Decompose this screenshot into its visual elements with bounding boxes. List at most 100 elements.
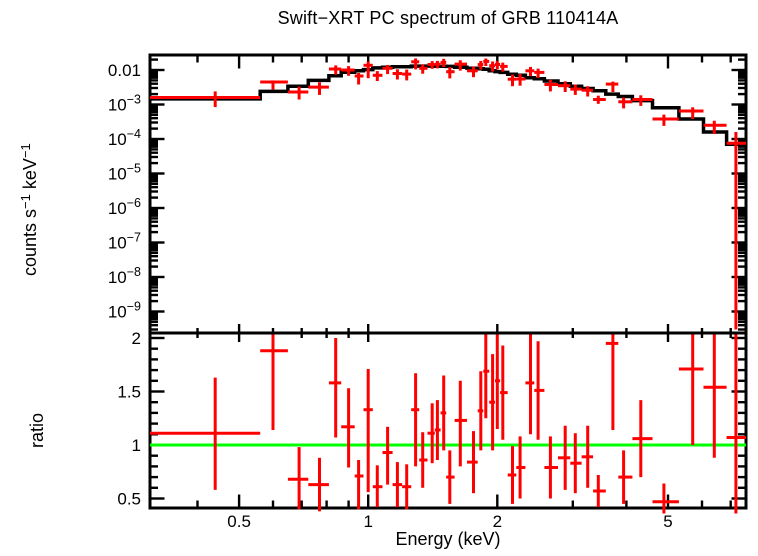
ratio-data-point [363, 369, 373, 493]
x-tick-label: 2 [493, 512, 502, 531]
spectrum-data-point [372, 71, 383, 81]
ratio-data-point [632, 400, 653, 478]
spectrum-data-point [467, 66, 478, 78]
spectrum-data-point [525, 66, 535, 77]
ratio-data-point [703, 334, 727, 458]
ratio-data-point [434, 400, 441, 460]
spectrum-data-point [605, 81, 619, 92]
ratio-data-point [446, 450, 455, 504]
y-tick-label-counts: 10−4 [108, 127, 141, 149]
ratio-data-point [308, 457, 329, 512]
ratio-data-point [440, 375, 447, 451]
spectrum-data-point [581, 86, 594, 97]
ratio-data-point [341, 388, 355, 468]
spectrum-data-point [402, 69, 412, 81]
ratio-data-point [678, 334, 704, 445]
y-tick-label-counts: 10−5 [108, 162, 141, 184]
ratio-data-point [411, 373, 420, 467]
spectrum-data-point [632, 95, 653, 106]
y-axis-label-ratio: ratio [27, 412, 47, 448]
ratio-data-point [593, 475, 606, 508]
spectrum-data-point [382, 65, 393, 75]
spectrum-data-point [341, 66, 355, 76]
ratio-data-point [726, 334, 746, 514]
ratio-data-point [467, 431, 478, 494]
spectrum-data-point [446, 67, 455, 79]
ratio-data-point [382, 426, 393, 485]
plot-title: Swift−XRT PC spectrum of GRB 110414A [277, 8, 619, 28]
ratio-data-point [477, 371, 484, 451]
spectrum-data-point [392, 69, 403, 80]
ratio-data-point [525, 334, 535, 435]
spectrum-data-point [363, 61, 373, 79]
ratio-data-point [534, 341, 545, 440]
ratio-data-point [495, 334, 501, 429]
spectrum-data-point [411, 58, 420, 70]
ratio-data-point [260, 334, 288, 430]
spectrum-data-point [427, 61, 435, 69]
ratio-data-point [419, 432, 428, 488]
y-label-exponent: −1 [18, 194, 33, 209]
ratio-data-point [500, 345, 508, 440]
spectrum-data-point [454, 60, 467, 71]
y-label-text: keV [20, 158, 40, 195]
y-tick-label-ratio: 1.5 [117, 383, 141, 402]
ratio-data-point [605, 334, 619, 430]
ratio-data-point [287, 447, 309, 510]
ratio-data-point [328, 338, 342, 438]
spectrum-data-point [544, 79, 558, 92]
spectrum-data-point [558, 81, 571, 92]
spectrum-data-point [489, 61, 495, 72]
ratio-data-point [483, 334, 490, 419]
model-histogram [150, 64, 746, 147]
spectrum-data-point [618, 97, 633, 109]
x-tick-label: 5 [663, 512, 672, 531]
ratio-data-point [652, 483, 679, 514]
y-tick-label-ratio: 2 [132, 329, 141, 348]
ratio-data-point [558, 425, 571, 490]
y-tick-label-counts: 10−6 [108, 196, 141, 218]
spectrum-data-point [287, 86, 309, 100]
spectrum-data-point [534, 68, 545, 78]
spectrum-data-point [495, 60, 501, 70]
spectrum-data-point [419, 64, 428, 74]
axis-ticks [151, 56, 745, 507]
ratio-data-point [150, 377, 261, 490]
spectrum-data-point [150, 91, 261, 108]
spectrum-data-point [260, 80, 288, 90]
y-axis-label-counts: counts s−1 keV−1 [18, 143, 41, 276]
ratio-data-point [581, 425, 594, 488]
ratio-data-point [402, 464, 412, 510]
spectrum-data-point [703, 120, 727, 134]
spectrum-data-point [500, 62, 508, 72]
ratio-data-point [507, 446, 517, 504]
y-tick-label-counts: 10−8 [108, 265, 141, 287]
bottom-panel-frame [148, 331, 748, 510]
ratio-data-point [618, 450, 633, 504]
spectrum-data-point [434, 60, 441, 69]
spectrum-data-point [354, 73, 364, 85]
spectrum-data-point [570, 84, 582, 95]
ratio-data-point [544, 436, 558, 499]
ratio-data-point [489, 354, 495, 451]
y-tick-label-ratio: 1 [132, 436, 141, 455]
y-label-exponent: −1 [18, 143, 33, 159]
ratio-data-point [392, 462, 403, 508]
x-axis-label: Energy (keV) [395, 529, 501, 549]
ratio-data-point [372, 465, 383, 508]
ratio-data-point [427, 403, 435, 464]
spectrum-data-point [440, 58, 447, 67]
ratio-data-point [516, 436, 526, 499]
spectrum-data-point [483, 58, 490, 66]
tick-labels: 0.5 1 2 5 0.01 10−3 10−4 10−5 10−6 10−7 10−8 10−9 0.… [108, 61, 673, 531]
spectrum-data-point [516, 74, 526, 86]
ratio-data-point [354, 460, 364, 510]
x-tick-label: 0.5 [227, 512, 251, 531]
spectrum-data-point [678, 107, 704, 119]
y-tick-label-ratio: 0.5 [117, 490, 141, 509]
spectrum-data-point [507, 74, 517, 87]
spectrum-data-point [328, 65, 342, 75]
ratio-data-point [454, 380, 467, 467]
